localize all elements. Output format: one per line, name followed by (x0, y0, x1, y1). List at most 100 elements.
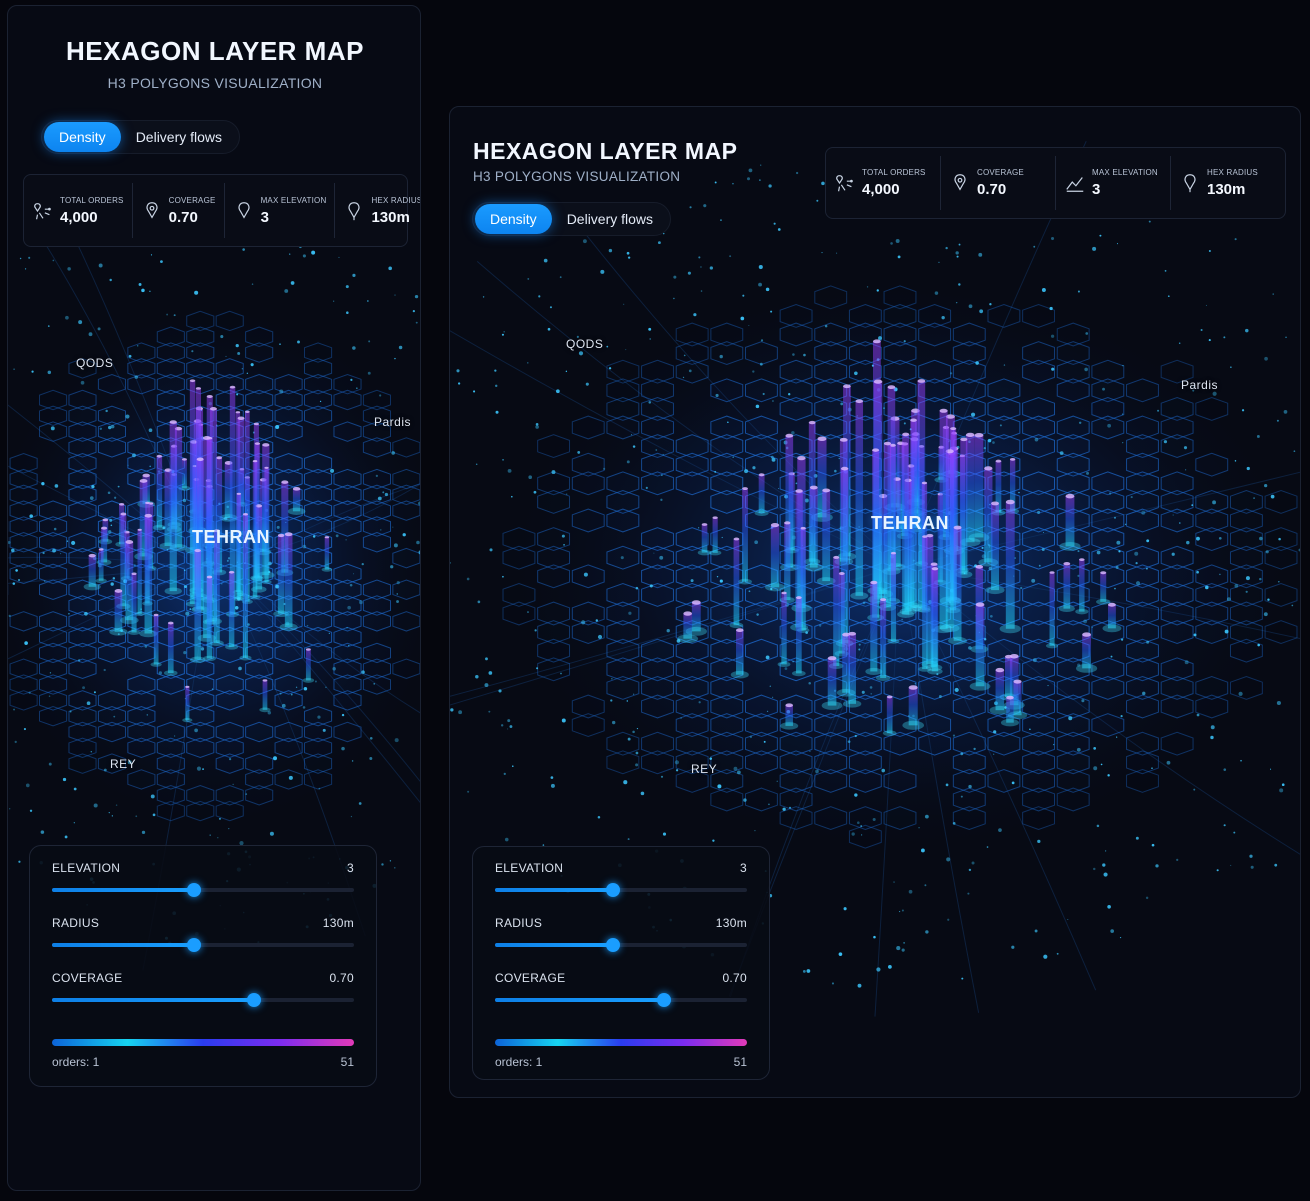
hex-cell (710, 452, 744, 477)
hex-column-top (785, 703, 793, 708)
hexagon-map[interactable] (8, 6, 421, 1191)
map-dot (350, 815, 353, 818)
slider-thumb[interactable] (186, 938, 201, 952)
slider-thumb[interactable] (186, 883, 201, 897)
map-dot (732, 456, 734, 458)
hex-column (908, 687, 918, 726)
map-dot (1042, 531, 1044, 533)
tab-delivery-flows[interactable]: Delivery flows (135, 129, 223, 145)
slider-fill (495, 888, 614, 892)
map-dot (1102, 387, 1105, 391)
map-dot (838, 952, 843, 956)
stat-total-orders: TOTAL ORDERS 4,000 (826, 156, 941, 210)
hex-cell (9, 547, 38, 569)
slider-thumb[interactable] (247, 993, 262, 1007)
hex-cell (1126, 731, 1159, 756)
page-title: HEXAGON LAYER MAP (66, 36, 364, 66)
road-line (241, 575, 420, 714)
map-dot (945, 783, 949, 787)
map-dot (748, 168, 753, 173)
tab-delivery-flows[interactable]: Delivery flows (566, 211, 654, 227)
hex-cell (245, 721, 274, 743)
color-legend-bar (495, 1039, 747, 1046)
map-dot (235, 343, 239, 348)
coverage-slider[interactable] (52, 993, 354, 1007)
hex-cell (710, 322, 744, 347)
elevation-slider[interactable] (52, 883, 354, 897)
hex-column (736, 630, 744, 675)
hex-cell (333, 373, 362, 395)
hex-column (169, 422, 177, 592)
hex-column-top (921, 481, 928, 485)
hex-cell (333, 500, 362, 521)
hex-cell (745, 378, 778, 403)
hex-column (174, 428, 183, 548)
hex-cell (392, 611, 420, 632)
map-dot (88, 332, 93, 337)
radius-value: 130m (322, 916, 354, 930)
hex-column (144, 515, 153, 634)
hex-cell (1056, 750, 1090, 775)
hex-cell (675, 434, 709, 459)
map-dot (918, 827, 920, 829)
hex-column-top (139, 478, 148, 483)
elevation-slider[interactable] (495, 883, 747, 897)
hex-column-base (1058, 605, 1075, 612)
map-dot (770, 455, 774, 459)
hex-cell (9, 658, 38, 679)
map-dot (600, 269, 605, 274)
map-dot (1085, 332, 1089, 335)
map-dot (279, 692, 282, 695)
map-dot (473, 390, 476, 393)
map-dot (402, 533, 406, 537)
hex-column (800, 528, 806, 631)
hex-cell (39, 579, 68, 600)
hex-column (88, 555, 96, 587)
slider-thumb[interactable] (606, 883, 621, 897)
map-dot (398, 345, 403, 350)
map-dot (60, 553, 62, 555)
hex-column-top (974, 433, 984, 438)
coverage-slider[interactable] (495, 993, 747, 1007)
hex-cell (127, 373, 156, 395)
hex-column (196, 459, 204, 610)
map-dot (543, 258, 548, 263)
map-dot (98, 263, 103, 268)
map-dot (246, 372, 249, 375)
elevation-control: ELEVATION 3 (495, 861, 747, 897)
map-dot (1050, 334, 1055, 338)
radius-slider[interactable] (495, 938, 747, 952)
hex-cell (304, 484, 333, 506)
map-dot (632, 445, 636, 448)
hex-column-base (887, 638, 900, 644)
hexagon-map[interactable] (450, 107, 1301, 1098)
hex-cell (1022, 731, 1055, 756)
hex-cell (68, 500, 97, 521)
hex-column (926, 535, 934, 665)
hex-cell (710, 694, 744, 719)
slider-thumb[interactable] (656, 993, 671, 1007)
hex-cell (571, 601, 605, 626)
map-dot (458, 710, 463, 715)
slider-thumb[interactable] (606, 938, 621, 952)
radius-slider[interactable] (52, 938, 354, 952)
map-dot (502, 459, 504, 461)
hex-cell (333, 690, 362, 711)
tab-density[interactable]: Density (44, 122, 121, 152)
hex-column (833, 557, 840, 666)
map-dot (1270, 494, 1275, 499)
tab-density[interactable]: Density (475, 204, 552, 234)
map-dot (1208, 249, 1211, 252)
hex-column-top (1063, 562, 1071, 566)
hex-cell (1091, 489, 1125, 514)
hex-column (281, 482, 289, 573)
map-dot (536, 667, 539, 670)
hex-cell (1160, 545, 1194, 570)
hex-column-top (908, 685, 918, 690)
map-dot (608, 248, 613, 253)
hex-cell (1126, 768, 1159, 793)
map-dot (1257, 643, 1260, 647)
hex-cell (97, 642, 126, 664)
map-dot (961, 977, 964, 980)
hex-cell (1126, 471, 1159, 496)
